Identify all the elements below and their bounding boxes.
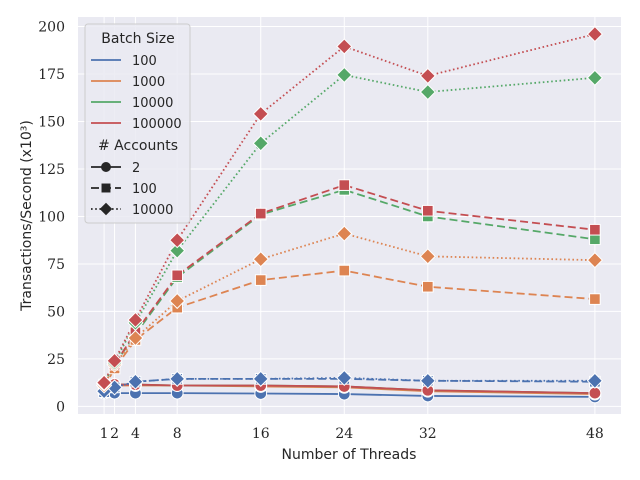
x-tick-label: 8	[173, 426, 182, 442]
x-tick-labels: 1 2 4 8 16 24 32 48	[100, 426, 604, 442]
data-point-100000-100	[589, 223, 601, 236]
data-point-100-10000	[419, 372, 436, 389]
legend-label-accounts-10000: 10000	[132, 203, 173, 218]
series-line-10000-10000	[103, 74, 595, 385]
y-tick-label: 150	[38, 114, 65, 130]
y-tick-label: 25	[47, 352, 65, 368]
legend-batch-entries: 100 1000 10000 100000	[91, 54, 182, 132]
data-point-1000-100	[421, 280, 434, 293]
y-tick-label: 50	[47, 304, 65, 320]
legend-title-accounts: # Accounts	[98, 138, 178, 154]
x-tick-label: 16	[252, 426, 270, 442]
data-point-1000-10000	[419, 248, 436, 265]
legend-marker-accounts-10000	[99, 202, 113, 216]
data-point-100000-100	[421, 204, 434, 217]
data-point-100000-2	[588, 386, 602, 400]
x-tick-label: 24	[335, 426, 353, 442]
y-tick-label: 0	[56, 399, 65, 415]
data-point-1000-10000	[336, 225, 353, 242]
x-tick-label: 1	[100, 426, 109, 442]
data-point-10000-10000	[169, 242, 186, 259]
legend-marker-accounts-100	[101, 183, 111, 193]
data-point-100000-10000	[586, 25, 604, 43]
data-point-100-10000	[252, 370, 269, 387]
legend-label-10000: 10000	[132, 96, 173, 111]
data-point-100000-100	[338, 179, 351, 191]
series-markers	[95, 25, 604, 404]
data-point-1000-10000	[252, 251, 269, 268]
data-point-10000-10000	[586, 69, 604, 86]
legend: Batch Size 100 1000 10000 100000 # Accounts…	[84, 23, 191, 224]
data-point-1000-100	[589, 293, 601, 305]
data-point-100-10000	[169, 370, 186, 387]
series-line-100000-10000	[103, 33, 596, 384]
data-point-100-10000	[586, 372, 604, 389]
y-tick-label: 75	[47, 257, 65, 273]
data-point-10000-10000	[419, 83, 436, 101]
data-point-100000-10000	[252, 105, 269, 122]
data-point-10000-10000	[336, 66, 353, 84]
legend-label-accounts-2: 2	[132, 161, 140, 176]
data-point-100000-10000	[127, 311, 144, 329]
y-tick-labels: 0 25 50 75 100 125 150 175 200	[38, 19, 65, 415]
data-point-100000-10000	[106, 352, 123, 369]
y-axis-label: Transactions/Second (x10³)	[19, 120, 35, 312]
legend-accounts-entries: 2 100 10000	[91, 161, 173, 218]
x-tick-label: 4	[131, 426, 140, 442]
x-tick-label: 32	[419, 426, 437, 442]
data-point-1000-100	[338, 264, 351, 277]
data-point-100000-10000	[419, 67, 436, 85]
data-point-1000-10000	[169, 292, 186, 310]
data-point-100000-10000	[95, 374, 113, 391]
data-point-100000-100	[254, 207, 267, 220]
x-tick-label: 2	[110, 426, 119, 442]
data-point-1000-10000	[127, 329, 144, 347]
series-line-1000-10000	[103, 232, 595, 386]
series-line-100-10000	[103, 377, 595, 393]
y-tick-label: 100	[38, 209, 65, 225]
data-point-1000-10000	[586, 252, 604, 269]
legend-label-1000: 1000	[132, 75, 165, 90]
data-point-1000-100	[254, 274, 267, 286]
data-point-100000-10000	[336, 38, 353, 55]
data-point-100000-10000	[169, 232, 186, 249]
y-tick-label: 200	[38, 19, 65, 35]
data-point-100000-100	[171, 269, 184, 282]
x-tick-label: 48	[586, 426, 604, 442]
legend-title-batch-size: Batch Size	[101, 31, 174, 47]
legend-label-accounts-100: 100	[132, 182, 157, 197]
data-point-100-10000	[336, 369, 353, 387]
legend-marker-accounts-2	[101, 162, 111, 172]
legend-label-100: 100	[132, 54, 157, 69]
y-tick-label: 125	[38, 162, 65, 178]
y-tick-label: 175	[38, 67, 65, 83]
x-axis-label: Number of Threads	[282, 447, 417, 463]
legend-label-100000: 100000	[132, 117, 182, 132]
data-point-10000-10000	[252, 135, 269, 152]
data-point-100-10000	[127, 373, 144, 390]
legend-box	[84, 23, 191, 224]
